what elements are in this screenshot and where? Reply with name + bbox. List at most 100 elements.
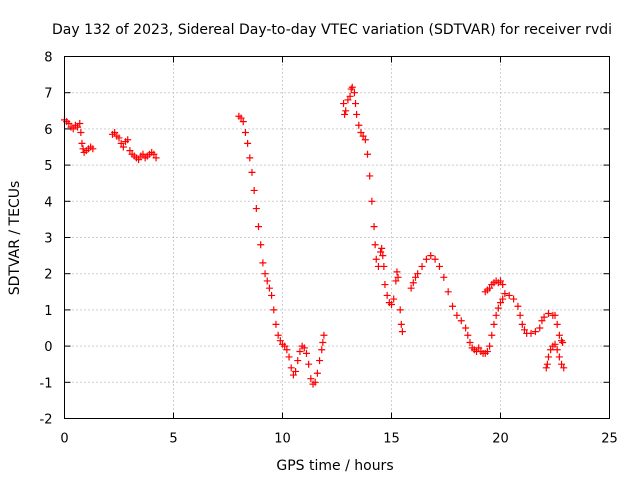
data-point	[370, 223, 378, 231]
data-point	[347, 85, 355, 93]
data-point	[246, 154, 254, 162]
y-tick-label: 7	[44, 87, 52, 102]
data-point	[444, 288, 452, 296]
data-point	[135, 156, 143, 164]
data-point	[538, 317, 546, 325]
data-point	[392, 277, 400, 285]
data-point	[457, 317, 465, 325]
x-tick-label: 15	[383, 432, 400, 447]
data-point	[342, 107, 350, 115]
data-point	[536, 324, 544, 332]
data-point	[111, 129, 119, 137]
data-point	[368, 197, 376, 205]
data-point	[268, 291, 276, 299]
data-point	[270, 306, 278, 314]
x-axis-ticks: 0 5 10 15 20 25	[60, 56, 618, 447]
data-point	[259, 259, 267, 267]
data-point	[285, 353, 293, 361]
data-point	[283, 346, 291, 354]
data-point	[255, 223, 263, 231]
data-point	[551, 340, 559, 348]
data-point	[464, 331, 472, 339]
y-tick-label: 3	[44, 232, 52, 247]
x-tick-label: 5	[169, 432, 177, 447]
data-point	[305, 360, 313, 368]
y-tick-label: 0	[44, 340, 52, 355]
chart-title: Day 132 of 2023, Sidereal Day-to-day VTE…	[52, 22, 612, 38]
data-point	[78, 139, 86, 147]
data-point	[76, 119, 84, 127]
data-point	[366, 172, 374, 180]
data-point	[555, 331, 563, 339]
data-point	[422, 255, 430, 263]
data-point	[126, 147, 134, 155]
y-tick-label: 5	[44, 159, 52, 174]
data-point	[265, 284, 273, 292]
y-tick-label: 2	[44, 268, 52, 283]
data-point	[350, 89, 358, 97]
data-point	[319, 338, 327, 346]
data-point	[250, 186, 258, 194]
x-tick-label: 0	[60, 432, 68, 447]
data-point	[398, 328, 406, 336]
data-point	[263, 277, 271, 285]
data-point	[364, 150, 372, 158]
data-point	[462, 324, 470, 332]
data-point	[486, 284, 494, 292]
data-point	[449, 302, 457, 310]
data-point	[492, 311, 500, 319]
y-tick-label: 1	[44, 304, 52, 319]
x-tick-label: 10	[274, 432, 291, 447]
data-point	[381, 281, 389, 289]
data-point	[307, 375, 315, 383]
data-point	[499, 281, 507, 289]
data-point	[377, 248, 385, 256]
y-tick-label: 8	[44, 51, 52, 66]
grid	[64, 56, 610, 419]
data-point	[311, 378, 319, 386]
data-point	[518, 320, 526, 328]
data-marks	[61, 83, 568, 388]
data-point	[152, 154, 160, 162]
data-point	[302, 349, 310, 357]
data-point	[241, 129, 249, 137]
y-tick-label: -2	[40, 413, 53, 428]
data-point	[497, 277, 504, 285]
data-point	[411, 273, 419, 281]
data-point	[257, 241, 265, 249]
data-point	[341, 110, 349, 118]
data-point	[248, 168, 256, 176]
data-point	[287, 364, 295, 372]
data-point	[514, 302, 522, 310]
data-point	[390, 295, 398, 303]
data-point	[119, 143, 127, 151]
data-point	[394, 273, 402, 281]
data-point	[355, 121, 363, 129]
data-point	[388, 300, 395, 308]
data-point	[359, 132, 367, 140]
y-axis-label: SDTVAR / TECUs	[7, 181, 23, 296]
data-point	[237, 114, 245, 122]
data-point	[501, 290, 509, 298]
data-point	[558, 360, 566, 368]
data-point	[274, 331, 282, 339]
x-tick-label: 25	[601, 432, 618, 447]
data-point	[555, 353, 563, 361]
data-point	[527, 329, 535, 337]
data-point	[486, 342, 494, 350]
y-tick-label: 4	[44, 195, 52, 210]
data-point	[494, 304, 502, 312]
data-point	[139, 150, 147, 158]
y-axis-ticks: -2 -1 0 1 2 3 4 5 6 7 8	[40, 51, 610, 428]
data-point	[380, 262, 388, 270]
data-point	[361, 136, 369, 144]
data-point	[418, 262, 426, 270]
data-point	[281, 342, 289, 350]
data-point	[252, 205, 260, 213]
data-point	[505, 291, 513, 299]
data-point	[499, 295, 507, 303]
data-point	[244, 139, 252, 147]
data-point	[516, 311, 524, 319]
data-point	[475, 344, 483, 352]
